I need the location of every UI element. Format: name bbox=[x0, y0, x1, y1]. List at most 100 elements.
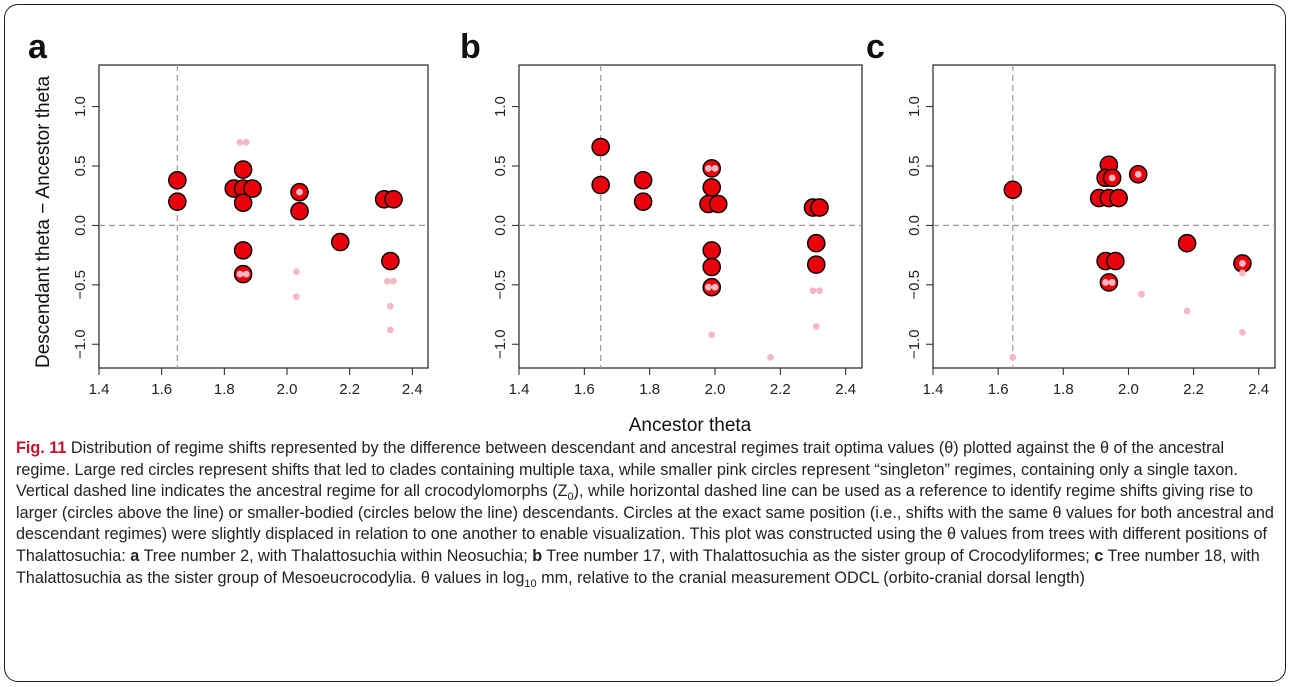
large-shift-point bbox=[243, 179, 262, 198]
y-tick-label: 0.5 bbox=[72, 156, 89, 177]
large-shift-point bbox=[591, 137, 610, 157]
x-tick-label: 1.8 bbox=[214, 381, 235, 398]
x-tick-label: 2.2 bbox=[1183, 381, 1204, 398]
large-shift-point bbox=[591, 175, 610, 195]
x-tick-label: 1.8 bbox=[639, 381, 660, 398]
y-tick-label: −0.5 bbox=[492, 270, 509, 300]
caption-text-c: Tree number 18, with Thalattosuchia as t… bbox=[16, 546, 1260, 587]
singleton-point bbox=[705, 164, 712, 172]
singleton-point bbox=[390, 277, 397, 285]
singleton-point bbox=[812, 323, 820, 330]
x-tick-label: 2.4 bbox=[1248, 381, 1269, 398]
singleton-point bbox=[296, 188, 303, 196]
caption-text-a: Tree number 2, with Thalattosuchia withi… bbox=[139, 546, 533, 565]
y-axis-label: Descendant theta − Ancestor theta bbox=[33, 76, 54, 368]
singleton-point bbox=[383, 277, 391, 285]
y-tick-label: 1.0 bbox=[906, 96, 923, 117]
y-tick-label: 0.0 bbox=[492, 215, 509, 236]
caption-fig-label: Fig. 11 bbox=[16, 439, 67, 457]
plot-box bbox=[98, 64, 429, 369]
caption-label-b: b bbox=[532, 546, 543, 565]
singleton-point bbox=[1134, 170, 1142, 178]
singleton-point bbox=[242, 270, 250, 278]
large-shift-point bbox=[702, 241, 722, 260]
singleton-point bbox=[293, 268, 300, 276]
panel-letter-b: b bbox=[460, 28, 481, 66]
y-tick-label: −0.5 bbox=[72, 270, 89, 300]
large-shift-point bbox=[810, 198, 829, 217]
large-shift-point bbox=[806, 233, 826, 253]
large-shift-point bbox=[168, 170, 187, 190]
large-shift-point bbox=[1003, 180, 1023, 200]
large-shift-point bbox=[233, 160, 253, 179]
x-tick-label: 2.0 bbox=[1118, 381, 1139, 398]
x-tick-label: 1.4 bbox=[509, 381, 530, 398]
large-shift-point bbox=[702, 257, 722, 277]
x-tick-label: 2.2 bbox=[339, 381, 360, 398]
x-tick-label: 2.0 bbox=[705, 381, 726, 398]
singleton-point bbox=[1239, 260, 1246, 267]
large-shift-point bbox=[168, 192, 187, 211]
caption-text-1: Distribution of regime shifts represente… bbox=[16, 439, 1238, 501]
large-shift-point bbox=[290, 201, 309, 221]
large-shift-point bbox=[384, 189, 403, 209]
singleton-point bbox=[236, 138, 244, 146]
large-shift-point bbox=[233, 193, 253, 213]
singleton-point bbox=[705, 283, 712, 291]
x-tick-label: 1.6 bbox=[574, 381, 595, 398]
x-axis-label: Ancestor theta bbox=[629, 415, 752, 436]
y-tick-label: −0.5 bbox=[906, 270, 923, 300]
large-shift-point bbox=[633, 192, 653, 211]
singleton-point bbox=[809, 287, 817, 295]
x-tick-label: 1.4 bbox=[89, 381, 110, 398]
caption-label-c: c bbox=[1094, 546, 1104, 565]
caption-text-end: mm, relative to the cranial measurement … bbox=[536, 568, 1085, 587]
x-tick-label: 2.2 bbox=[770, 381, 791, 398]
large-shift-point bbox=[381, 251, 400, 271]
panel-c: c 1.4 1.6 1.8 2.0 2.2 2.4 −1.0 −0.5 0.0 0.5 1.0 bbox=[866, 28, 1276, 398]
singleton-point bbox=[1138, 290, 1145, 298]
caption-label-a: a bbox=[130, 546, 140, 565]
figure-caption: Fig. 11 Distribution of regime shifts re… bbox=[16, 438, 1278, 589]
x-tick-label: 2.4 bbox=[835, 381, 856, 398]
figure-frame bbox=[4, 4, 1286, 682]
x-tick-label: 1.6 bbox=[151, 381, 172, 398]
caption-text-2: ), while horizontal dashed line can be u… bbox=[16, 482, 1274, 565]
y-tick-label: 0.0 bbox=[72, 215, 89, 236]
caption-log-subscript: 10 bbox=[524, 577, 537, 590]
y-tick-label: −1.0 bbox=[492, 329, 509, 359]
singleton-point bbox=[236, 270, 244, 278]
large-shift-point bbox=[702, 178, 722, 197]
panel-a: a 1.4 1.6 1.8 2.0 2.2 2.4 −1.0 −0.5 0.0 0.5 1.0 bbox=[28, 28, 429, 398]
panel-letter-c: c bbox=[866, 28, 885, 66]
singleton-point bbox=[711, 283, 719, 291]
y-tick-label: 1.0 bbox=[492, 96, 509, 117]
y-tick-label: 1.0 bbox=[72, 96, 89, 117]
singleton-point bbox=[242, 138, 250, 146]
y-tick-label: −1.0 bbox=[72, 329, 89, 359]
figure-chart: a 1.4 1.6 1.8 2.0 2.2 2.4 −1.0 −0.5 0.0 0.5 1.0 b 1.4… bbox=[28, 28, 1276, 436]
singleton-point bbox=[1239, 269, 1246, 277]
singleton-point bbox=[387, 302, 394, 310]
y-tick-label: 0.5 bbox=[906, 156, 923, 177]
singleton-point bbox=[1239, 328, 1246, 336]
caption-z-subscript: 0 bbox=[567, 491, 574, 504]
singleton-point bbox=[1183, 307, 1191, 315]
singleton-point bbox=[1009, 353, 1017, 361]
panel-b: b 1.4 1.6 1.8 2.0 2.2 2.4 −1.0 −0.5 0.0 0.5 1.0 bbox=[460, 28, 863, 398]
large-shift-point bbox=[1106, 251, 1125, 271]
large-shift-point bbox=[1177, 233, 1197, 253]
singleton-point bbox=[708, 331, 716, 339]
y-tick-label: 0.5 bbox=[492, 156, 509, 177]
large-shift-point bbox=[633, 170, 653, 190]
plot-box bbox=[518, 64, 863, 369]
singleton-point bbox=[1102, 279, 1110, 286]
x-tick-label: 2.4 bbox=[402, 381, 423, 398]
y-tick-label: 0.0 bbox=[906, 215, 923, 236]
x-tick-label: 2.0 bbox=[277, 381, 298, 398]
panel-letter-a: a bbox=[28, 28, 48, 66]
singleton-point bbox=[293, 293, 300, 301]
singleton-point bbox=[767, 353, 774, 361]
large-shift-point bbox=[806, 255, 826, 274]
singleton-point bbox=[387, 326, 394, 334]
